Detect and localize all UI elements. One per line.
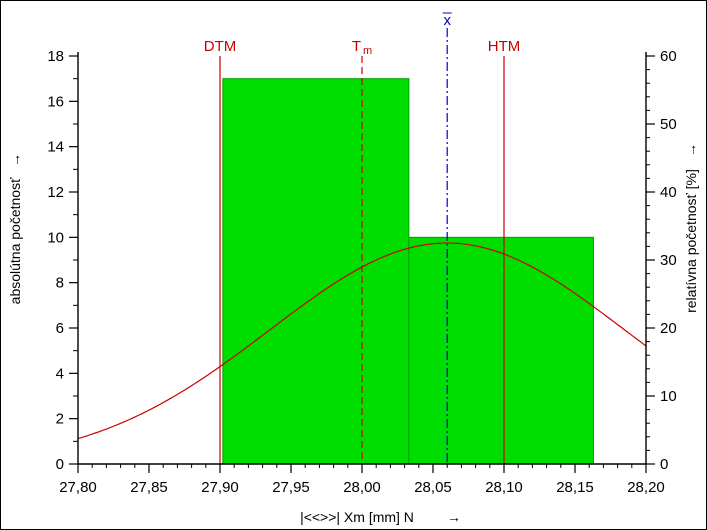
histogram-bar-2 [408,236,594,465]
y-axis-label: absolútna početnosť [7,177,23,304]
x-tick-label: 28,00 [343,479,381,496]
y-tick-label: 6 [56,320,64,337]
htm-label: HTM [488,38,521,55]
x-axis-arrow: → [447,509,461,525]
y2-tick-label: 10 [660,388,677,405]
tm-subscript: m [363,45,372,57]
x-tick-label: 28,20 [627,479,665,496]
x-tick-label: 27,80 [59,479,97,496]
y2-axis-label: relatívna početnosť [%] [683,169,699,313]
y2-tick-label: 20 [660,320,677,337]
x-tick-label: 27,90 [201,479,239,496]
x-tick-label: 28,05 [414,479,452,496]
y-tick-label: 2 [56,411,64,428]
y-tick-label: 18 [47,48,64,65]
y-tick-label: 0 [56,456,64,473]
x-tick-label: 27,85 [130,479,168,496]
y2-axis-title: relatívna početnosť [%] → [683,143,699,313]
mean-label: x [443,12,451,29]
x-tick-label: 27,95 [272,479,310,496]
x-axis-label: |<<>>| Xm [mm] N [300,509,414,525]
y-tick-label: 4 [56,365,64,382]
y2-tick-label: 30 [660,252,677,269]
y-tick-label: 14 [47,139,64,156]
y2-tick-label: 60 [660,48,677,65]
y-tick-label: 8 [56,275,64,292]
y2-tick-label: 0 [660,456,668,473]
y-axis-title: absolútna početnosť → [7,153,23,304]
x-tick-label: 28,10 [485,479,523,496]
axes-group: 27,80 27,85 27,90 27,95 28,00 28,05 28,10 28,15… [47,48,676,496]
histogram-bar-1 [222,78,410,465]
y-tick-label: 10 [47,229,64,246]
y-axis-arrow: → [7,153,23,167]
y-tick-label: 16 [47,93,64,110]
y2-axis-arrow: → [683,143,699,157]
y2-tick-label: 50 [660,116,677,133]
dtm-label: DTM [204,38,237,55]
bars-group [222,78,594,465]
y-tick-label: 12 [47,184,64,201]
x-tick-label: 28,15 [556,479,594,496]
x-axis-title: |<<>>| Xm [mm] N → [300,509,461,525]
y2-tick-label: 40 [660,184,677,201]
